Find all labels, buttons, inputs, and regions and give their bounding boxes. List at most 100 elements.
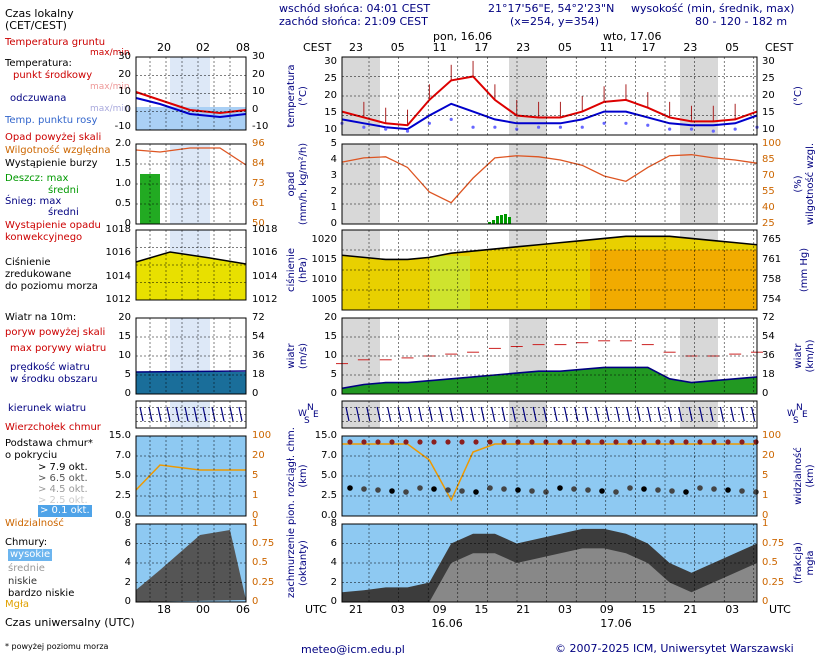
elevation-values: 80 - 120 - 182 m	[695, 15, 788, 28]
mini-fog-tick-2: 0.5	[252, 557, 268, 568]
vis-axis-title: widzialność (km)	[793, 447, 816, 505]
bottom-date-2: 17.06	[600, 617, 632, 630]
legend-snow: Śnieg: max	[5, 196, 62, 207]
cloud-top-dot	[487, 439, 493, 445]
mini-humid-tick-2: 73	[252, 178, 265, 189]
top-hour-23: 23	[516, 41, 531, 54]
mini-temp-tick-3: 0	[124, 103, 131, 115]
humidity-line	[341, 154, 758, 204]
temp-tick-4: 10	[324, 124, 337, 135]
legend-wind-10m: Wiatr na 10m:	[5, 312, 77, 323]
bottom-hour-15: 15	[474, 603, 489, 616]
mini-panel-frame	[135, 56, 247, 131]
press-right-tick-1: 761	[762, 254, 782, 265]
wind-arrow	[636, 406, 641, 422]
mini-press-tick-1: 1016	[105, 247, 131, 259]
bottom-hour-09: 09	[599, 603, 614, 616]
dew-point-dot	[449, 117, 453, 121]
precip-tick-0: 5	[330, 138, 337, 149]
legend-precip-conv: Wystąpienie opadu konwekcyjnego	[5, 220, 101, 243]
dew-point-dot	[558, 125, 563, 129]
cloud-base-dot	[613, 489, 619, 495]
cloud-base-dot	[375, 487, 381, 493]
bottom-hour-21: 21	[349, 603, 363, 616]
dew-point-dot	[624, 121, 628, 125]
mini-wind-arrow	[166, 406, 171, 422]
cloud-top-dot	[459, 439, 465, 445]
legend-felt: odczuwana	[10, 93, 67, 104]
compass-w-left: W	[298, 409, 307, 419]
legend-dew-point-mid: punkt środkowy	[13, 70, 93, 81]
wind-line	[341, 366, 758, 390]
mini-pressure-fill	[136, 252, 246, 300]
cloud-base-dot	[417, 485, 423, 491]
wind-arrow	[418, 406, 423, 422]
mini-fog-tick-3: 0.25	[252, 576, 275, 588]
mini-vis-tick-2: 5	[252, 470, 259, 481]
temp-line	[341, 75, 758, 127]
mini-press-tick-2: 1014	[105, 270, 131, 282]
humid-tick-0: 100	[762, 138, 782, 149]
wind-tick-4: 0	[330, 388, 337, 399]
temp-right-tick-0: 30	[762, 56, 775, 67]
bottom-hour-21: 21	[683, 603, 698, 616]
temp-right-tick-2: 20	[762, 90, 775, 101]
dew-point-dot	[471, 125, 475, 129]
temp-right-tick-3: 15	[762, 107, 775, 118]
wind-arrow	[615, 406, 620, 422]
cloud-top-dot	[585, 439, 591, 445]
compass-s-right: S	[793, 416, 799, 426]
cloud-base-dot	[445, 487, 451, 493]
wind-arrow	[522, 406, 527, 422]
wind-arrow	[730, 406, 735, 422]
cover-tick-0: 8	[330, 518, 337, 529]
temp-tick-0: 30	[324, 56, 337, 67]
wind-arrow	[595, 406, 600, 422]
wind-arrow	[740, 406, 745, 422]
dew-point-dot	[362, 125, 366, 129]
humid-tick-3: 55	[762, 186, 775, 197]
dew-point-dot	[405, 129, 410, 133]
cloud-top-dot	[739, 439, 745, 445]
compass-n-right: N	[796, 403, 803, 413]
temp-tick-3: 15	[324, 107, 337, 118]
legend-okt79: > 7.9 okt.	[38, 462, 88, 473]
mini-wind-arrow	[202, 406, 207, 422]
legend-dew-point: Temp. punktu rosy	[5, 115, 98, 126]
mini-temp-right-tick-1: 20	[252, 68, 265, 80]
cloud-top-dot	[655, 439, 661, 445]
temp-right-tick-1: 25	[762, 73, 775, 84]
cloud-base-dot	[403, 489, 409, 495]
precip-tick-2: 3	[330, 170, 337, 181]
mini-wind-right-tick-4: 0	[252, 388, 259, 399]
temp-axis-title: temperatura (°C)	[286, 64, 309, 128]
cover-tick-4: 0	[330, 596, 337, 607]
cloud-base-dot	[599, 488, 605, 494]
legend-temperature: Temperatura:	[5, 58, 72, 69]
mini-press-right-tick-1: 1016	[252, 247, 278, 259]
top-hour-05: 05	[558, 41, 572, 54]
wind-arrow	[376, 406, 381, 422]
legend-okt01: > 0.1 okt.	[38, 505, 92, 517]
legend-precip-over: Opad powyżej skali	[5, 132, 102, 143]
humid-tick-2: 70	[762, 170, 775, 181]
mini-precip-tick-1: 1.5	[115, 158, 131, 169]
mini-cloud-tick-0: 15.0	[108, 430, 131, 441]
mini-wind-arrow	[139, 406, 144, 422]
humid-axis-title: (%) wilgotność wzgl.	[793, 142, 816, 226]
dew-point-dot	[668, 127, 672, 131]
mini-cloud-tick-2: 5.0	[115, 470, 131, 481]
legend-rain: Deszcz: max	[5, 173, 69, 184]
cloud-base-dot	[739, 488, 745, 494]
wind-right-tick-3: 18	[762, 369, 775, 380]
vis-tick-4: 0	[762, 510, 769, 521]
legend-top-hour-08: 08	[236, 41, 250, 54]
cloud-top-dot	[473, 439, 479, 445]
mini-felt-line	[135, 97, 247, 119]
press-tick-0: 1020	[311, 234, 337, 245]
mini-precip-tick-4: 0	[124, 218, 131, 229]
wind-arrow	[751, 406, 756, 422]
sunset-label: zachód słońca: 21:09 CEST	[279, 15, 428, 28]
email-link[interactable]: meteo@icm.edu.pl	[301, 643, 405, 656]
wind-arrow	[699, 406, 704, 422]
